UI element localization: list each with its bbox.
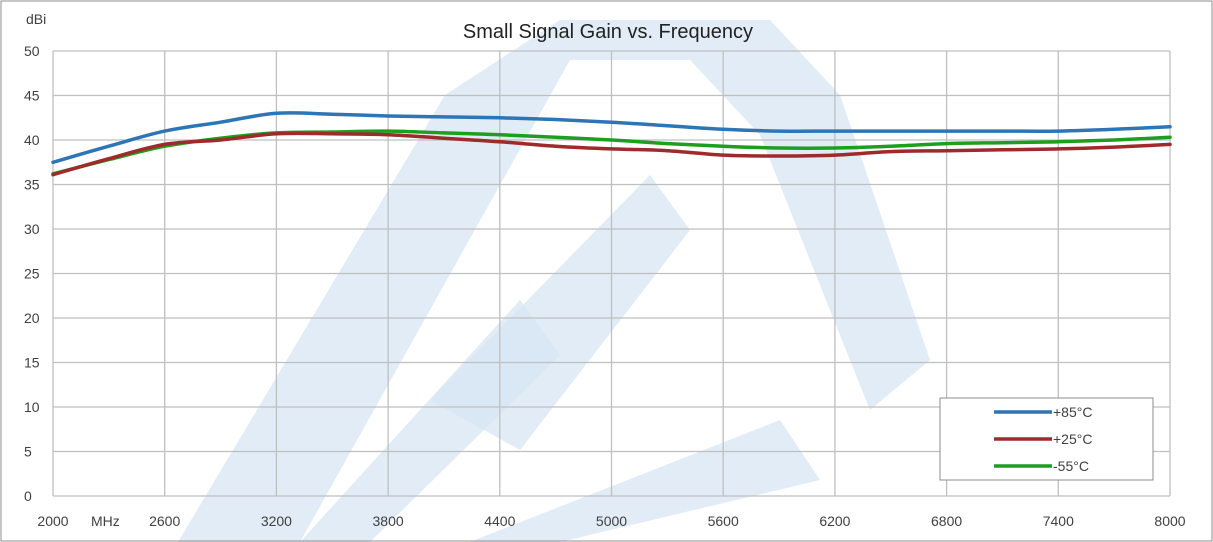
y-tick-label: 25 [24, 266, 40, 282]
legend-label-1: +25°C [1053, 431, 1092, 447]
y-tick-label: 45 [24, 88, 40, 104]
watermark-shape-2 [430, 175, 690, 450]
y-tick-label: 40 [24, 132, 40, 148]
legend-items: +85°C +25°C -55°C [994, 404, 1092, 474]
legend: +85°C +25°C -55°C [939, 397, 1154, 481]
x-tick-label: 4400 [484, 513, 515, 529]
x-tick-label: 3200 [261, 513, 292, 529]
x-tick-label: 6800 [931, 513, 962, 529]
series-line-2 [51, 129, 1172, 176]
x-tick-label: 2000 [37, 513, 68, 529]
series-line-0 [51, 111, 1172, 165]
x-tick-label: 6200 [819, 513, 850, 529]
x-tick-label: 2600 [149, 513, 180, 529]
y-tick-label: 5 [24, 444, 32, 460]
y-tick-label: 10 [24, 399, 40, 415]
x-axis-unit-label: MHz [91, 513, 120, 529]
watermark-shape-0 [178, 20, 930, 542]
y-tick-label: 20 [24, 310, 40, 326]
y-tick-label: 35 [24, 177, 40, 193]
watermark-shape-3 [470, 420, 820, 542]
series-line-1 [51, 131, 1172, 177]
y-axis-unit-label: dBi [26, 11, 46, 27]
chart-title: Small Signal Gain vs. Frequency [463, 21, 753, 43]
watermark-logo [178, 20, 930, 542]
y-tick-label: 50 [24, 43, 40, 59]
series-lines [51, 111, 1172, 177]
legend-label-2: -55°C [1053, 458, 1089, 474]
axis-tick-labels: 0 5 10 15 20 25 30 35 40 45 50 2000 2600 3200 3800 4400… [24, 43, 1186, 529]
x-tick-label: 8000 [1154, 513, 1185, 529]
y-tick-label: 15 [24, 355, 40, 371]
x-tick-label: 5000 [596, 513, 627, 529]
y-tick-label: 0 [24, 488, 32, 504]
x-tick-label: 7400 [1043, 513, 1074, 529]
y-tick-label: 30 [24, 221, 40, 237]
x-tick-label: 5600 [708, 513, 739, 529]
x-tick-label: 3800 [373, 513, 404, 529]
legend-label-0: +85°C [1053, 404, 1092, 420]
